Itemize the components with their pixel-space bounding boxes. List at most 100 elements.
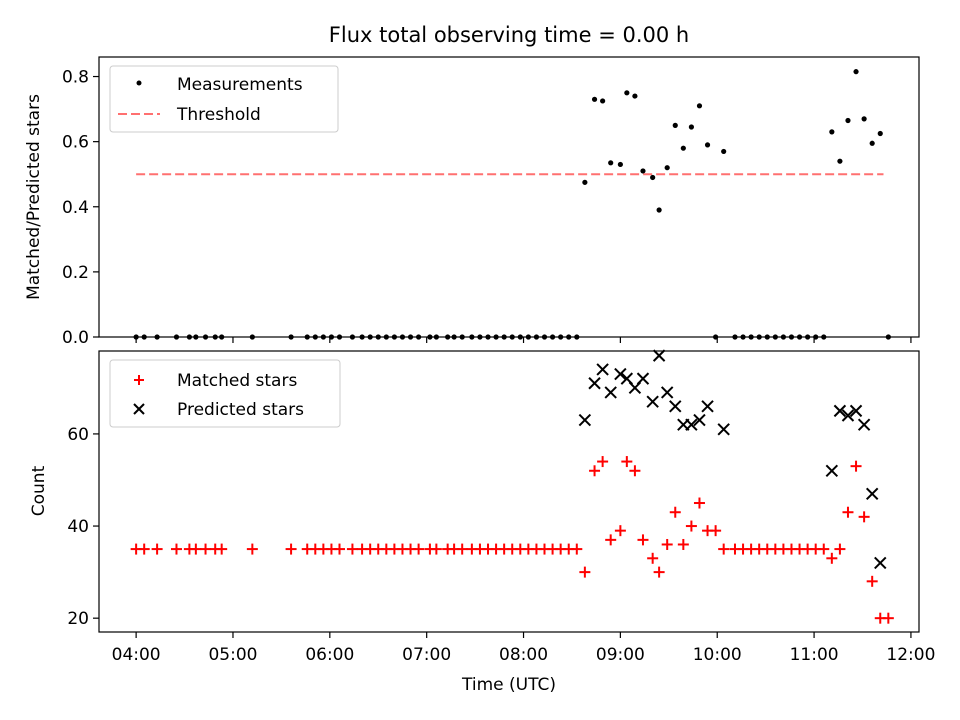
- measurement-point: [837, 158, 843, 164]
- x-tick-label: 08:00: [499, 645, 548, 665]
- matched-star-point: [842, 506, 854, 518]
- matched-star-point: [285, 543, 297, 555]
- matched-star-point: [216, 543, 228, 555]
- matched-star-point: [579, 566, 591, 578]
- top-y-tick-label: 0.6: [62, 133, 89, 153]
- matched-star-point: [621, 456, 633, 468]
- matched-star-point: [629, 465, 641, 477]
- matched-star-point: [605, 534, 617, 546]
- bottom-x-ticks: 04:00 05:00 06:00 07:00 08:00 09:00 10:00 11:00…: [112, 632, 935, 665]
- top-y-ticks: 0.0 0.2 0.4 0.6 0.8: [62, 68, 99, 348]
- x-tick-label: 12:00: [886, 645, 935, 665]
- matched-stars-points: [130, 456, 894, 624]
- measurement-point: [877, 130, 883, 137]
- measurement-point: [656, 207, 662, 213]
- predicted-star-point: [669, 400, 682, 413]
- predicted-star-point: [717, 423, 730, 436]
- matched-star-point: [858, 511, 870, 523]
- top-panel: 0.00.20.40.60.8 Matched/Predicted stars …: [24, 56, 920, 348]
- measurement-point: [632, 93, 638, 99]
- predicted-star-point: [833, 404, 847, 418]
- measurement-point: [600, 98, 606, 104]
- bottom-legend: Matched stars Predicted stars: [109, 359, 341, 428]
- predicted-star-point: [596, 363, 609, 376]
- top-axes-frame: [98, 56, 920, 338]
- measurement-point: [704, 142, 711, 148]
- legend-predicted-marker: [133, 403, 145, 415]
- measurement-point: [582, 179, 588, 185]
- chart-title: Flux total observing time = 0.00 h: [329, 23, 689, 47]
- matched-star-point: [647, 552, 659, 564]
- matched-star-point: [669, 506, 681, 518]
- predicted-star-point: [652, 349, 666, 362]
- measurement-point: [721, 148, 727, 155]
- matched-star-point: [571, 543, 583, 555]
- bottom-y-tick-label: 60: [67, 425, 89, 445]
- x-tick-label: 09:00: [596, 645, 645, 665]
- matched-star-point: [685, 520, 697, 532]
- x-tick-label: 11:00: [790, 645, 839, 665]
- measurement-point: [608, 160, 614, 166]
- matched-star-point: [190, 543, 202, 555]
- measurement-point: [845, 117, 851, 124]
- matched-star-point: [200, 543, 212, 555]
- legend-measurements-marker: [136, 80, 142, 86]
- predicted-star-point: [646, 395, 659, 408]
- measurement-point: [591, 96, 598, 102]
- top-y-tick-label: 0.2: [62, 263, 89, 283]
- matched-star-point: [882, 612, 894, 624]
- matched-star-point: [866, 575, 878, 587]
- measurement-point: [696, 103, 703, 109]
- predicted-star-point: [865, 487, 879, 501]
- predicted-star-point: [841, 409, 855, 422]
- matched-star-point: [677, 538, 689, 550]
- matched-star-point: [589, 465, 601, 477]
- bottom-y-axis-label: Count: [29, 465, 49, 516]
- matched-star-point: [614, 525, 626, 537]
- measurement-point: [829, 129, 835, 135]
- top-y-tick-label: 0.8: [62, 68, 89, 88]
- matched-star-point: [597, 456, 609, 468]
- x-tick-label: 06:00: [305, 645, 354, 665]
- matched-star-point: [138, 543, 150, 555]
- predicted-star-point: [693, 413, 706, 427]
- x-tick-label: 07:00: [402, 645, 451, 665]
- matched-star-point: [637, 534, 649, 546]
- legend-threshold-label: Threshold: [176, 105, 261, 125]
- measurement-point: [617, 161, 623, 168]
- matched-star-point: [834, 543, 846, 555]
- measurement-point: [664, 165, 670, 171]
- measurement-point: [640, 168, 646, 174]
- predicted-star-point: [588, 377, 601, 390]
- measurement-point: [624, 90, 630, 96]
- measurement-point: [861, 116, 867, 122]
- measurement-point: [672, 122, 678, 128]
- bottom-y-tick-label: 20: [67, 609, 89, 629]
- measurement-point: [650, 174, 656, 181]
- top-legend-box: [109, 65, 339, 133]
- legend-predicted-label: Predicted stars: [177, 400, 304, 420]
- bottom-y-ticks: 20 40 60: [67, 425, 99, 629]
- bottom-y-tick-label: 40: [67, 517, 89, 537]
- matched-star-point: [710, 525, 722, 537]
- predicted-star-point: [701, 400, 714, 413]
- predicted-stars-points: [578, 349, 887, 570]
- predicted-star-point: [849, 404, 863, 418]
- matched-star-point: [334, 543, 346, 555]
- matched-star-point: [170, 543, 182, 555]
- predicted-star-point: [636, 372, 650, 385]
- matched-star-point: [850, 460, 862, 472]
- x-tick-label: 04:00: [112, 645, 161, 665]
- bottom-panel: 20 40 60 04:00 05:00 06:00 07:00 08:00 09:00 10:…: [29, 349, 935, 695]
- predicted-star-point: [604, 386, 617, 399]
- matched-star-point: [246, 543, 258, 555]
- predicted-star-point: [685, 418, 698, 431]
- predicted-star-point: [614, 367, 627, 381]
- bottom-axes-frame: [98, 350, 920, 633]
- legend-matched-label: Matched stars: [177, 371, 297, 391]
- matched-star-point: [661, 538, 673, 550]
- matched-star-point: [151, 543, 163, 555]
- legend-matched-marker: [134, 375, 144, 385]
- measurement-point: [869, 140, 875, 146]
- top-y-axis-label: Matched/Predicted stars: [24, 94, 44, 300]
